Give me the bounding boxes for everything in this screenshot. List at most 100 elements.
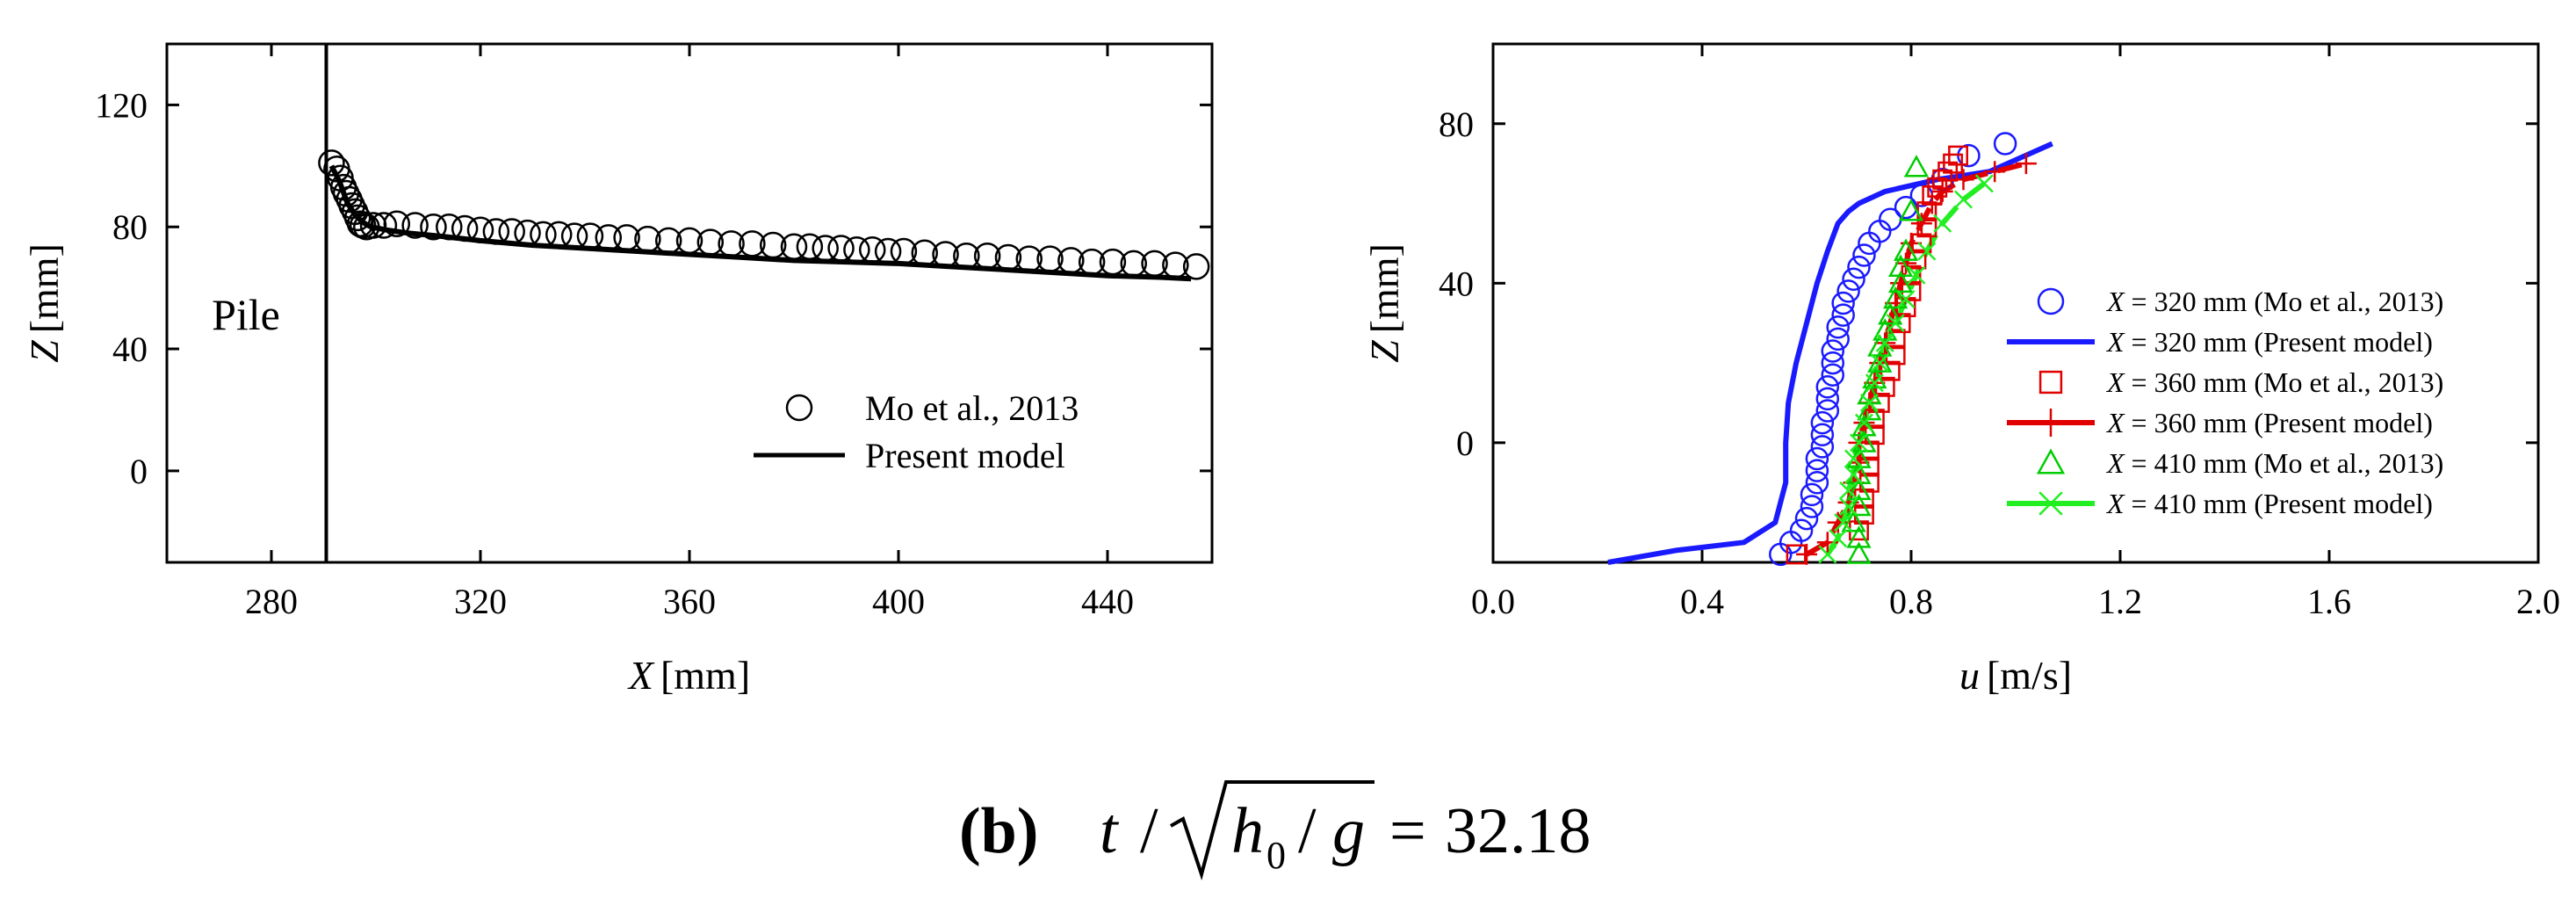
data-point-s0 bbox=[560, 222, 588, 250]
x-tick-label: 0.0 bbox=[1471, 582, 1515, 621]
data-point-s0 bbox=[994, 243, 1022, 272]
data-point-s5 bbox=[1818, 545, 1837, 564]
legend-marker-mo bbox=[785, 394, 813, 422]
data-point-s4 bbox=[1867, 334, 1893, 357]
legend-label-3: X = 360 mm (Present model) bbox=[2105, 407, 2433, 438]
x-tick-label: 1.2 bbox=[2098, 582, 2142, 621]
y-tick-label: 40 bbox=[1439, 264, 1474, 303]
plot-frame bbox=[1491, 42, 2540, 564]
data-point-s5 bbox=[1859, 393, 1879, 412]
y-tick-label: 40 bbox=[112, 330, 148, 369]
legend-marker-0 bbox=[2037, 287, 2065, 315]
data-point-s0 bbox=[843, 236, 870, 264]
data-point-s3 bbox=[1931, 180, 1953, 202]
x-tick-label: 320 bbox=[454, 582, 507, 621]
data-point-s0 bbox=[545, 221, 573, 249]
data-point-s0 bbox=[634, 225, 661, 253]
data-point-s3 bbox=[1952, 169, 1974, 191]
caption-g: g bbox=[1332, 795, 1365, 867]
data-point-s4 bbox=[1841, 510, 1866, 532]
legend-label-2: X = 360 mm (Mo et al., 2013) bbox=[2105, 366, 2443, 398]
data-point-s0 bbox=[1078, 248, 1106, 276]
data-point-s0 bbox=[796, 233, 824, 261]
data-point-s4 bbox=[1903, 155, 1930, 177]
data-point-s0 bbox=[1815, 399, 1840, 423]
data-point-s0 bbox=[1800, 482, 1824, 507]
data-point-s0 bbox=[1805, 446, 1829, 471]
data-point-s3 bbox=[1895, 252, 1917, 274]
caption-h-sub: 0 bbox=[1266, 834, 1286, 877]
data-point-s3 bbox=[1921, 192, 1943, 214]
caption-slash: / bbox=[1140, 795, 1158, 867]
data-point-s0 bbox=[654, 227, 682, 255]
legend-label-4: X = 410 mm (Mo et al., 2013) bbox=[2105, 447, 2443, 479]
data-point-s5 bbox=[1829, 529, 1848, 548]
data-point-s0 bbox=[613, 224, 640, 251]
data-point-s3 bbox=[2015, 153, 2037, 175]
data-point-s4 bbox=[1857, 397, 1882, 421]
data-point-s0 bbox=[370, 212, 398, 239]
data-point-s4 bbox=[1846, 541, 1872, 564]
data-point-s3 bbox=[1827, 511, 1849, 533]
data-point-s0 bbox=[780, 233, 808, 261]
x-tick-label: 360 bbox=[663, 582, 716, 621]
data-point-s0 bbox=[890, 237, 918, 265]
data-point-s0 bbox=[1794, 506, 1819, 531]
y-axis-label: Z[mm] bbox=[22, 243, 67, 363]
data-point-s0 bbox=[1805, 470, 1829, 495]
data-point-s5 bbox=[1865, 373, 1884, 393]
data-point-s0 bbox=[1826, 327, 1850, 351]
legend-marker-3 bbox=[2037, 409, 2065, 437]
data-point-s5 bbox=[1917, 242, 1937, 261]
data-point-s0 bbox=[1836, 279, 1860, 303]
data-point-s0 bbox=[514, 219, 541, 247]
data-point-s0 bbox=[1831, 291, 1855, 315]
data-point-s0 bbox=[1057, 247, 1085, 274]
data-point-s0 bbox=[1810, 410, 1835, 435]
data-point-s0 bbox=[451, 214, 479, 243]
chart-velocity: 0.0 0.4 0.8 1.2 1.6 2.0 0 40 80 X = 320 mm (Mo e… bbox=[1362, 42, 2560, 698]
data-point-s0 bbox=[1815, 387, 1840, 411]
data-point-s2 bbox=[1916, 217, 1937, 238]
legend: Mo et al., 2013 Present model bbox=[754, 388, 1079, 475]
data-point-s4 bbox=[1898, 199, 1924, 221]
data-point-s0 bbox=[576, 222, 604, 250]
data-point-s0 bbox=[1805, 459, 1829, 482]
data-point-s0 bbox=[1120, 250, 1147, 278]
data-point-s0 bbox=[739, 230, 766, 257]
data-point-s0 bbox=[436, 213, 463, 241]
data-point-s0 bbox=[498, 218, 525, 245]
x-tick-label: 2.0 bbox=[2516, 582, 2560, 621]
data-point-s0 bbox=[420, 213, 447, 241]
data-point-s0 bbox=[1015, 245, 1043, 272]
data-point-s0 bbox=[953, 242, 980, 270]
data-point-s3 bbox=[1910, 213, 1932, 235]
data-point-s0 bbox=[1821, 351, 1844, 375]
caption-equals: = bbox=[1389, 795, 1426, 867]
x-tick-label: 400 bbox=[872, 582, 925, 621]
data-point-s0 bbox=[911, 239, 938, 266]
data-point-s0 bbox=[812, 235, 839, 262]
data-point-s3 bbox=[1796, 543, 1817, 565]
data-point-s0 bbox=[1815, 375, 1840, 399]
data-point-s5 bbox=[1886, 314, 1905, 333]
data-point-s5 bbox=[1875, 333, 1894, 352]
data-point-s0 bbox=[759, 231, 787, 259]
caption-h: h bbox=[1231, 795, 1264, 867]
data-point-s5 bbox=[1850, 433, 1868, 453]
data-point-s3 bbox=[1984, 161, 2006, 183]
data-point-s5 bbox=[1844, 449, 1864, 468]
data-point-s5 bbox=[1839, 481, 1858, 500]
data-point-s4 bbox=[1846, 525, 1872, 548]
data-point-s5 bbox=[1870, 353, 1889, 373]
data-point-s0 bbox=[383, 210, 411, 238]
data-point-s0 bbox=[595, 224, 623, 251]
data-point-s0 bbox=[874, 237, 902, 265]
data-point-s0 bbox=[859, 236, 886, 264]
data-point-s0 bbox=[1810, 435, 1835, 459]
annotation-pile: Pile bbox=[212, 290, 280, 339]
data-point-s0 bbox=[401, 212, 429, 239]
data-point-s5 bbox=[1839, 496, 1858, 516]
data-point-s5 bbox=[1854, 413, 1873, 432]
data-point-s0 bbox=[1182, 253, 1210, 280]
